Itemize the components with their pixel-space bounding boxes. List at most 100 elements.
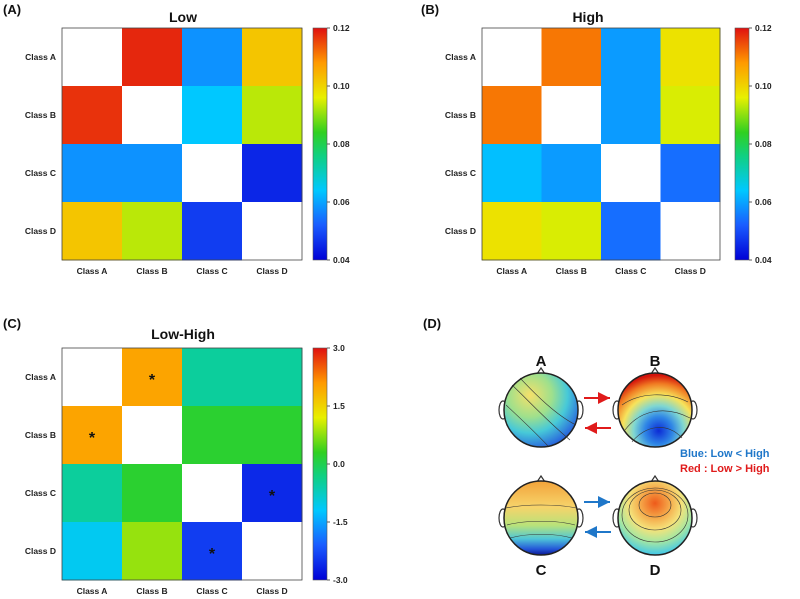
- head-b-label: B: [650, 353, 661, 370]
- heatmap-cell: [482, 202, 542, 261]
- heatmap-low: Class A Class B Class C Class D Class A Class…: [25, 27, 303, 276]
- topomap-head-c: C: [498, 474, 584, 579]
- colorbar-tick-label: 0.0: [333, 459, 345, 469]
- colorbar-tick-label: -3.0: [333, 575, 348, 585]
- heatmap-cell: [482, 86, 542, 145]
- heatmap-cell: [182, 86, 243, 145]
- heatmap-cell: [242, 28, 303, 87]
- colorbar-tick-label: 0.04: [755, 255, 772, 265]
- heatmap-low-high: * * * * Class A Class B Class C Class D Class A C…: [25, 347, 303, 596]
- column-tick-label: Class A: [496, 266, 527, 276]
- heatmap-cell: [242, 348, 303, 407]
- row-tick-label: Class C: [25, 488, 56, 498]
- heatmap-cell: [541, 86, 602, 145]
- head-d-label: D: [650, 562, 661, 579]
- heatmap-cell: [482, 28, 542, 87]
- heatmap-cell: [62, 86, 123, 145]
- legend-red-text: Red : Low > High: [680, 463, 770, 475]
- colorbar-tick-label: -1.5: [333, 517, 348, 527]
- column-tick-label: Class A: [77, 266, 108, 276]
- heatmap-cell: [182, 202, 243, 261]
- heatmap-cell: [122, 348, 183, 407]
- row-tick-label: Class B: [25, 430, 56, 440]
- colorbar-low-gradient: [313, 28, 327, 260]
- heatmap-cell: [242, 202, 303, 261]
- row-tick-label: Class D: [25, 226, 56, 236]
- legend-blue-text: Blue: Low < High: [680, 448, 770, 460]
- panel-c-label: (C): [3, 316, 21, 331]
- heatmap-cell: [601, 202, 661, 261]
- significance-marker: *: [89, 430, 96, 447]
- row-tick-label: Class D: [445, 226, 476, 236]
- colorbar-tick-label: 0.12: [755, 23, 772, 33]
- colorbar-low-high-gradient: [313, 348, 327, 580]
- row-tick-label: Class A: [445, 52, 476, 62]
- colorbar-tick-label: 0.12: [333, 23, 350, 33]
- topomap-head-a: A: [498, 353, 584, 448]
- column-tick-label: Class B: [556, 266, 587, 276]
- row-tick-label: Class C: [25, 168, 56, 178]
- heatmap-cell: [601, 144, 661, 203]
- significance-marker: *: [209, 546, 216, 563]
- row-tick-label: Class C: [445, 168, 476, 178]
- colorbar-low-high: 3.0 1.5 0.0 -1.5 -3.0: [312, 343, 348, 585]
- heatmap-cell: [541, 144, 602, 203]
- column-tick-label: Class C: [196, 266, 227, 276]
- heatmap-cell: [122, 464, 183, 523]
- colorbar-tick-label: 0.06: [755, 197, 772, 207]
- panel-a: (A) Low Class A Class B Class C Class D Clas…: [3, 2, 350, 276]
- panel-a-title: Low: [169, 9, 197, 25]
- column-tick-label: Class D: [675, 266, 706, 276]
- heatmap-cell: [242, 86, 303, 145]
- panel-c-title: Low-High: [151, 326, 215, 342]
- panel-d-label: (D): [423, 316, 441, 331]
- column-tick-label: Class C: [196, 586, 227, 596]
- heatmap-cell: [541, 28, 602, 87]
- column-tick-label: Class D: [256, 266, 287, 276]
- heatmap-high: Class A Class B Class C Class D Class A Class…: [445, 27, 721, 276]
- heatmap-cell: [122, 406, 183, 465]
- panel-a-label: (A): [3, 2, 21, 17]
- significance-marker: *: [269, 488, 276, 505]
- heatmap-cell: [62, 522, 123, 581]
- heatmap-cell: [182, 144, 243, 203]
- heatmap-cell: [62, 144, 123, 203]
- colorbar-tick-label: 0.04: [333, 255, 350, 265]
- panel-b-label: (B): [421, 2, 439, 17]
- heatmap-cell: [182, 348, 243, 407]
- panel-c: (C) Low-High * * * * Class A Class B Class C Cl…: [3, 316, 348, 596]
- heatmap-cell: [601, 28, 661, 87]
- heatmap-cell: [660, 86, 721, 145]
- colorbar-tick-label: 0.10: [333, 81, 350, 91]
- column-tick-label: Class D: [256, 586, 287, 596]
- heatmap-cell: [122, 86, 183, 145]
- heatmap-cell: [601, 86, 661, 145]
- heatmap-cell: [182, 522, 243, 581]
- significance-marker: *: [149, 372, 156, 389]
- row-tick-label: Class B: [25, 110, 56, 120]
- colorbar-low: 0.12 0.10 0.08 0.06 0.04: [312, 23, 350, 265]
- heatmap-cell: [62, 202, 123, 261]
- heatmap-cell: [182, 28, 243, 87]
- heatmap-cell: [482, 144, 542, 203]
- colorbar-tick-label: 0.08: [333, 139, 350, 149]
- topomap-head-b: B: [612, 353, 698, 448]
- heatmap-cell: [242, 406, 303, 465]
- colorbar-tick-label: 0.08: [755, 139, 772, 149]
- heatmap-cell: [541, 202, 602, 261]
- head-a-label: A: [536, 353, 547, 370]
- panel-d: (D) A B Blue: Low < High Red: [423, 316, 770, 579]
- colorbar-high: 0.12 0.10 0.08 0.06 0.04: [734, 23, 772, 265]
- heatmap-cell: [242, 144, 303, 203]
- row-tick-label: Class B: [445, 110, 476, 120]
- heatmap-cell: [242, 522, 303, 581]
- heatmap-cell: [182, 464, 243, 523]
- column-tick-label: Class B: [136, 266, 167, 276]
- colorbar-high-gradient: [735, 28, 749, 260]
- colorbar-tick-label: 0.06: [333, 197, 350, 207]
- colorbar-tick-label: 0.10: [755, 81, 772, 91]
- heatmap-cell: [122, 144, 183, 203]
- heatmap-cell: [660, 144, 721, 203]
- heatmap-cell: [62, 464, 123, 523]
